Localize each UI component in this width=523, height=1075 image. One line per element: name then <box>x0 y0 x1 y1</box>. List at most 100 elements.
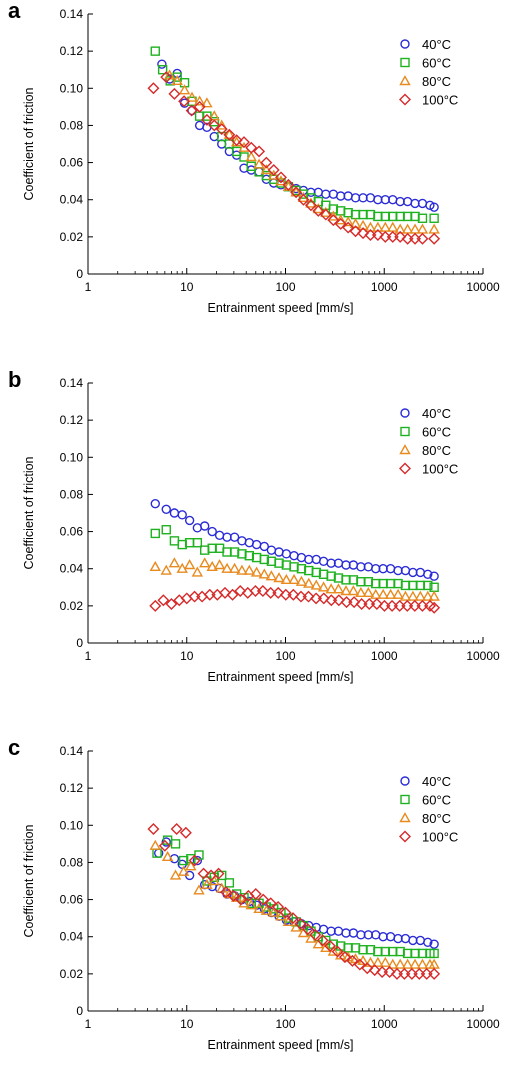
legend-marker <box>400 426 410 437</box>
data-point <box>310 579 322 590</box>
data-point <box>398 967 411 980</box>
data-point <box>259 541 270 552</box>
data-point <box>383 966 396 978</box>
x-tick-label: 10000 <box>466 649 500 663</box>
data-point <box>429 948 439 959</box>
legend-marker <box>399 93 411 106</box>
data-point <box>185 104 198 117</box>
y-tick-label: 0 <box>76 636 83 650</box>
x-tick-label: 1 <box>85 280 92 294</box>
data-point <box>229 532 240 542</box>
data-point <box>208 119 221 132</box>
series-1 <box>152 835 439 959</box>
data-point <box>200 521 210 531</box>
data-point <box>370 598 383 610</box>
data-point <box>281 549 292 559</box>
data-point <box>394 223 406 234</box>
legend-label: 100°C <box>422 830 458 845</box>
x-axis-title: Entrainment speed [mm/s] <box>208 301 354 315</box>
data-point <box>362 586 375 598</box>
data-point <box>253 145 266 158</box>
y-tick-label: 0 <box>76 1004 83 1018</box>
data-point <box>228 562 241 573</box>
data-point <box>428 967 441 980</box>
data-point <box>234 893 247 906</box>
data-point <box>212 867 225 880</box>
data-point <box>338 951 351 964</box>
data-point <box>250 566 263 577</box>
data-point <box>409 232 422 245</box>
data-point <box>176 562 188 573</box>
data-point <box>327 945 340 956</box>
legend-label: 60°C <box>422 425 451 440</box>
data-point <box>179 826 192 839</box>
data-point <box>318 556 329 566</box>
y-tick-label: 0.14 <box>60 744 84 758</box>
data-point <box>357 219 369 230</box>
data-point <box>401 958 414 969</box>
data-point <box>267 164 280 176</box>
y-tick-label: 0.08 <box>60 487 84 501</box>
series-2 <box>149 839 440 969</box>
data-point <box>387 958 399 969</box>
data-point <box>301 923 314 936</box>
data-point <box>302 590 315 603</box>
data-point <box>206 560 218 572</box>
y-tick-label: 0.06 <box>60 893 84 907</box>
data-point <box>220 886 233 899</box>
data-point <box>201 97 213 108</box>
y-tick-label: 0.02 <box>60 599 84 613</box>
legend-marker <box>400 776 410 786</box>
data-point <box>324 940 337 952</box>
series-2 <box>163 69 440 234</box>
legend-marker <box>400 39 410 49</box>
data-point <box>234 585 247 597</box>
data-point <box>416 232 429 245</box>
data-point <box>423 580 433 591</box>
data-point <box>150 46 160 56</box>
data-point <box>331 945 344 958</box>
panel-letter: b <box>8 367 21 392</box>
legend-marker <box>400 794 410 805</box>
data-point <box>170 823 183 835</box>
data-point <box>287 588 300 601</box>
data-point <box>319 208 332 221</box>
y-tick-label: 0.04 <box>60 562 84 576</box>
data-point <box>178 95 191 108</box>
data-point <box>230 134 243 147</box>
data-point <box>409 958 421 969</box>
data-point <box>149 560 161 572</box>
data-point <box>208 875 220 886</box>
data-point <box>150 499 160 509</box>
data-point <box>147 823 160 835</box>
data-point <box>226 588 239 601</box>
data-point <box>273 572 285 583</box>
x-tick-label: 1000 <box>371 1017 398 1031</box>
y-tick-label: 0.10 <box>60 818 84 832</box>
data-point <box>332 583 345 594</box>
data-point <box>428 601 441 614</box>
data-point <box>342 216 354 227</box>
x-axis-title: Entrainment speed [mm/s] <box>208 1038 354 1052</box>
legend-label: 40°C <box>422 406 451 421</box>
legend-marker <box>399 462 411 475</box>
data-point <box>371 229 384 241</box>
data-point <box>253 158 265 169</box>
data-point <box>423 937 433 947</box>
series-2 <box>149 557 440 601</box>
data-point <box>192 538 203 548</box>
data-point <box>350 193 361 203</box>
data-point <box>309 928 322 941</box>
data-point <box>165 598 178 610</box>
data-point <box>245 899 257 910</box>
data-point <box>413 967 426 980</box>
legend-label: 60°C <box>422 793 451 808</box>
data-point <box>193 884 205 895</box>
x-tick-label: 10 <box>180 280 194 294</box>
data-point <box>349 217 362 229</box>
data-point <box>199 557 211 568</box>
data-point <box>219 586 231 599</box>
data-point <box>245 151 257 162</box>
data-point <box>264 897 277 910</box>
data-point <box>243 564 256 575</box>
